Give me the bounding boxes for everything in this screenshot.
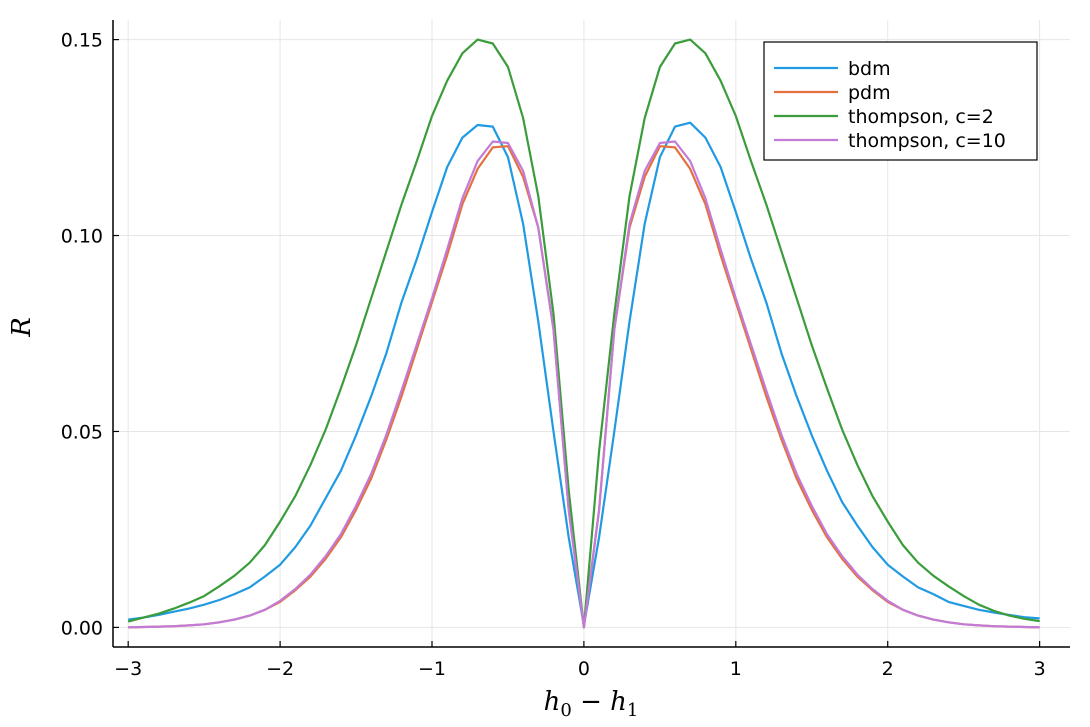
legend-label-0: bdm [848, 58, 891, 80]
x-title-operator: − [572, 687, 610, 717]
y-tick-label-3: 0.15 [61, 30, 103, 52]
x-tick-label-2: −1 [418, 658, 446, 680]
x-tick-label-3: 0 [578, 658, 590, 680]
legend-label-1: pdm [848, 82, 891, 104]
series-line-thompson-c-10 [128, 140, 1040, 629]
x-axis-title: h0 − h1 [544, 687, 639, 721]
y-tick-label-1: 0.05 [61, 421, 103, 443]
x-tick-label-1: −2 [266, 658, 294, 680]
axes [112, 20, 1070, 648]
x-tick-label-6: 3 [1034, 658, 1046, 680]
x-title-var-b: h [610, 687, 627, 717]
x-tick-label-4: 1 [730, 658, 742, 680]
legend-label-3: thompson, c=10 [848, 130, 1006, 152]
x-title-sub-b: 1 [627, 700, 638, 721]
x-tick-label-0: −3 [114, 658, 142, 680]
series-layer [127, 38, 1040, 629]
legend-label-2: thompson, c=2 [848, 106, 994, 128]
y-axis-title: R [7, 317, 37, 338]
x-ticks: −3 −2 −1 0 1 2 3 [114, 641, 1046, 680]
y-ticks: 0.00 0.05 0.10 0.15 [61, 30, 119, 639]
x-tick-label-5: 2 [882, 658, 894, 680]
x-title-var-a: h [544, 687, 561, 717]
x-title-sub-a: 0 [560, 700, 571, 721]
y-tick-label-0: 0.00 [61, 617, 103, 639]
y-tick-label-2: 0.10 [61, 226, 103, 248]
